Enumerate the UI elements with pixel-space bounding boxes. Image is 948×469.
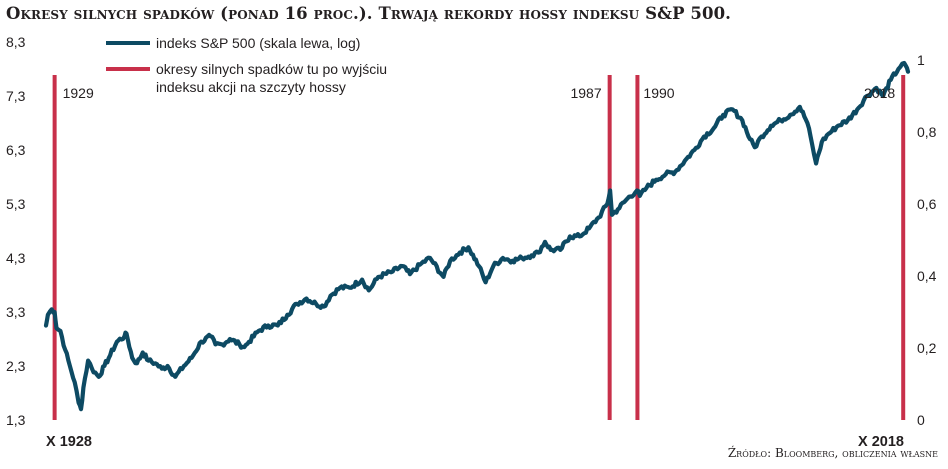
x-start-label: X 1928 [46, 434, 92, 450]
period-bars [52, 75, 906, 420]
legend-label-index: indeks S&P 500 (skala lewa, log) [156, 35, 360, 51]
period-bar-1987 [607, 75, 612, 420]
source-note: Źródło: Bloomberg, obliczenia własne [727, 446, 938, 460]
right-tick-label: 0,6 [917, 196, 937, 212]
left-tick-label: 1,3 [6, 412, 26, 428]
right-axis: 1 0,8 0,6 0,4 0,2 0 [917, 52, 937, 428]
x-end-label: X 2018 [858, 434, 904, 450]
period-year-labels: 1929 1987 1990 2018 [63, 85, 896, 101]
period-bar-2018 [901, 75, 906, 420]
period-label-1987: 1987 [570, 85, 601, 101]
period-bar-1990 [635, 75, 640, 420]
period-label-2018: 2018 [864, 85, 895, 101]
period-bar-1929 [52, 75, 57, 420]
left-tick-label: 4,3 [6, 250, 26, 266]
legend-label-periods: okresy silnych spadków tu po wyjściu inde… [156, 61, 387, 95]
sp500-series-line [43, 60, 911, 412]
left-tick-label: 7,3 [6, 88, 26, 104]
legend: indeks S&P 500 (skala lewa, log) okresy … [106, 35, 387, 95]
period-label-1990: 1990 [643, 85, 674, 101]
left-tick-label: 2,3 [6, 358, 26, 374]
left-tick-label: 6,3 [6, 142, 26, 158]
right-tick-label: 0,4 [917, 268, 937, 284]
right-tick-label: 1 [917, 52, 925, 68]
left-tick-label: 5,3 [6, 196, 26, 212]
right-tick-label: 0,8 [917, 124, 937, 140]
period-label-1929: 1929 [63, 85, 94, 101]
left-tick-label: 8,3 [6, 34, 26, 50]
right-tick-label: 0 [917, 412, 925, 428]
right-tick-label: 0,2 [917, 340, 937, 356]
chart-title: Okresy silnych spadków (ponad 16 proc.).… [6, 4, 732, 23]
left-axis: 8,3 7,3 6,3 5,3 4,3 3,3 2,3 1,3 [6, 34, 26, 428]
left-tick-label: 3,3 [6, 304, 26, 320]
